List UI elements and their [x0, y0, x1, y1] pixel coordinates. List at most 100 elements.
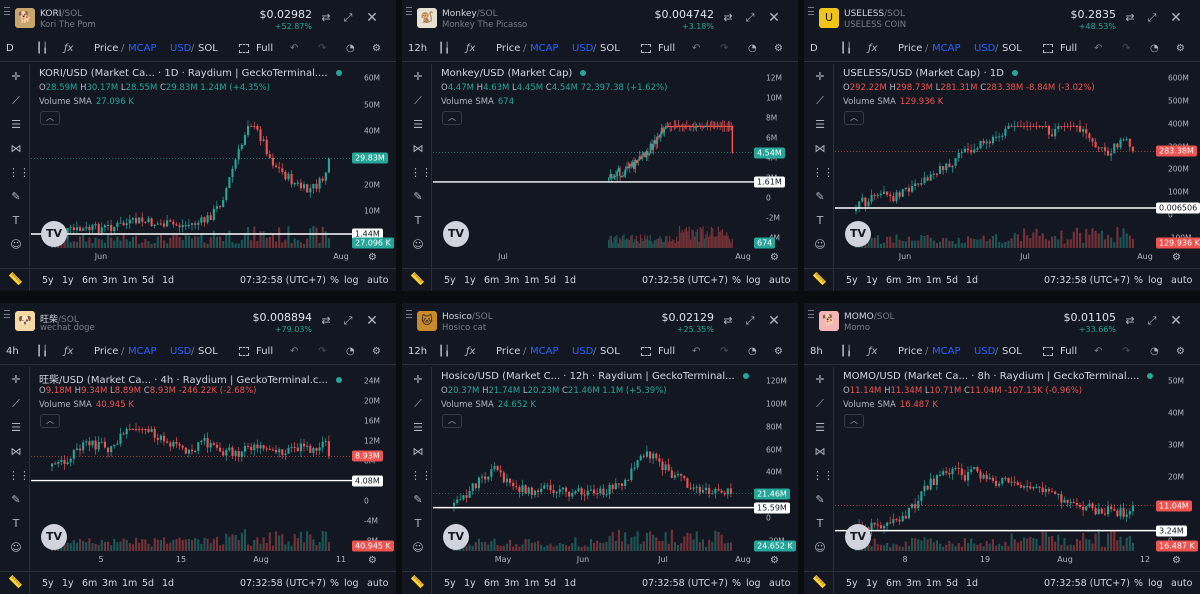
- prediction-icon[interactable]: ⋮⋮: [8, 166, 30, 179]
- maximize-icon[interactable]: ⤢: [1147, 11, 1157, 24]
- text-tool-icon[interactable]: T: [414, 214, 422, 227]
- pattern-icon[interactable]: ⋈: [814, 445, 826, 458]
- trend-line-icon[interactable]: ⟋: [414, 94, 422, 107]
- menu-icon[interactable]: [4, 310, 10, 318]
- price-chart[interactable]: Monkey/USD (Market Cap) O4.47M H4.63M L4…: [433, 64, 766, 254]
- indicators-icon[interactable]: ƒx: [466, 346, 476, 357]
- ruler-icon[interactable]: 📏: [411, 575, 425, 588]
- price-chart[interactable]: USELESS/USD (Market Cap) · 1D O292.22M H…: [835, 64, 1168, 254]
- undo-icon[interactable]: ↶: [692, 43, 701, 54]
- price-chart[interactable]: MOMO/USD (Market Ca... · 8h · Raydium | …: [835, 367, 1168, 557]
- price-toggle[interactable]: Price: [898, 346, 923, 357]
- symbol-label[interactable]: Monkey/SOL: [442, 9, 498, 19]
- collapse-legend-icon[interactable]: ︿: [40, 111, 60, 125]
- tradingview-logo-icon[interactable]: TV: [443, 221, 469, 247]
- timeframe-3m[interactable]: 3m: [504, 578, 520, 589]
- timeframe-1y[interactable]: 1y: [464, 578, 476, 589]
- timeframe-5d[interactable]: 5d: [544, 275, 557, 286]
- timeframe-1y[interactable]: 1y: [464, 275, 476, 286]
- redo-icon[interactable]: ↷: [318, 346, 327, 357]
- axis-settings-icon[interactable]: ⚙: [1172, 252, 1181, 263]
- timeframe-3m[interactable]: 3m: [906, 578, 922, 589]
- fib-retracement-icon[interactable]: ☰: [11, 118, 21, 131]
- measure-icon[interactable]: 📏: [812, 576, 826, 589]
- fib-retracement-icon[interactable]: ☰: [413, 118, 423, 131]
- price-toggle[interactable]: Price: [496, 43, 521, 54]
- undo-icon[interactable]: ↶: [290, 43, 299, 54]
- axis-settings-icon[interactable]: ⚙: [1172, 555, 1181, 566]
- price-axis[interactable]: 120M100M80M60M40M20M0-20M21.46M15.59M24.…: [754, 367, 798, 557]
- timeframe-1m[interactable]: 1m: [524, 275, 540, 286]
- timeframe-5y[interactable]: 5y: [42, 578, 54, 589]
- brush-icon[interactable]: ✎: [413, 190, 423, 203]
- undo-icon[interactable]: ↶: [1094, 43, 1103, 54]
- log-toggle[interactable]: log: [1148, 578, 1163, 589]
- candlestick-icon[interactable]: ┃╽: [438, 346, 451, 357]
- interval-selector[interactable]: 12h: [408, 346, 428, 357]
- brush-icon[interactable]: ✎: [815, 493, 825, 506]
- symbol-label[interactable]: KORI/SOL: [40, 9, 82, 19]
- timeframe-1y[interactable]: 1y: [62, 578, 74, 589]
- candlestick-icon[interactable]: ┃╽: [36, 43, 49, 54]
- volume-indicator[interactable]: Volume SMA 24.652 K: [441, 400, 536, 410]
- fullscreen-icon[interactable]: [239, 347, 249, 356]
- timeframe-3m[interactable]: 3m: [906, 275, 922, 286]
- text-tool-icon[interactable]: T: [12, 214, 20, 227]
- crosshair-icon[interactable]: ✛: [413, 373, 423, 386]
- mcap-toggle[interactable]: MCAP: [932, 43, 961, 54]
- timeframe-5y[interactable]: 5y: [444, 578, 456, 589]
- close-icon[interactable]: ✕: [366, 313, 378, 329]
- timeframe-6m[interactable]: 6m: [82, 578, 98, 589]
- crosshair-icon[interactable]: ✛: [815, 373, 825, 386]
- log-toggle[interactable]: log: [344, 578, 359, 589]
- axis-settings-icon[interactable]: ⚙: [770, 555, 779, 566]
- axis-settings-icon[interactable]: ⚙: [770, 252, 779, 263]
- screenshot-icon[interactable]: ◔: [346, 43, 355, 54]
- screenshot-icon[interactable]: ◔: [1150, 346, 1159, 357]
- volume-indicator[interactable]: Volume SMA 16.487 K: [843, 400, 938, 410]
- pattern-icon[interactable]: ⋈: [10, 445, 22, 458]
- sol-toggle[interactable]: SOL: [600, 346, 620, 357]
- screenshot-icon[interactable]: ◔: [748, 43, 757, 54]
- interval-selector[interactable]: D: [6, 43, 14, 54]
- mcap-toggle[interactable]: MCAP: [530, 346, 559, 357]
- usd-toggle[interactable]: USD: [572, 346, 594, 357]
- collapse-legend-icon[interactable]: ︿: [40, 414, 60, 428]
- measure-icon[interactable]: 📏: [410, 576, 424, 589]
- usd-toggle[interactable]: USD: [170, 43, 192, 54]
- sol-toggle[interactable]: SOL: [198, 346, 218, 357]
- percent-toggle[interactable]: %: [330, 578, 340, 589]
- menu-icon[interactable]: [808, 310, 814, 318]
- candlestick-icon[interactable]: ┃╽: [840, 346, 853, 357]
- tradingview-logo-icon[interactable]: TV: [443, 524, 469, 550]
- indicators-icon[interactable]: ƒx: [868, 346, 878, 357]
- time-axis[interactable]: Jun Aug: [31, 250, 364, 266]
- symbol-label[interactable]: Hosico/SOL: [442, 312, 493, 322]
- indicators-icon[interactable]: ƒx: [466, 43, 476, 54]
- usd-toggle[interactable]: USD: [974, 346, 996, 357]
- timeframe-6m[interactable]: 6m: [886, 275, 902, 286]
- tradingview-logo-icon[interactable]: TV: [41, 221, 67, 247]
- fullscreen-button[interactable]: Full: [658, 43, 676, 54]
- pattern-icon[interactable]: ⋈: [814, 142, 826, 155]
- ruler-icon[interactable]: 📏: [813, 272, 827, 285]
- text-tool-icon[interactable]: T: [816, 517, 824, 530]
- pattern-icon[interactable]: ⋈: [412, 142, 424, 155]
- settings-gear-icon[interactable]: ⚙: [372, 43, 381, 54]
- axis-settings-icon[interactable]: ⚙: [368, 555, 377, 566]
- settings-gear-icon[interactable]: ⚙: [1176, 346, 1185, 357]
- ruler-icon[interactable]: 📏: [9, 272, 23, 285]
- brush-icon[interactable]: ✎: [11, 493, 21, 506]
- collapse-legend-icon[interactable]: ︿: [442, 414, 462, 428]
- timeframe-5y[interactable]: 5y: [42, 275, 54, 286]
- usd-toggle[interactable]: USD: [572, 43, 594, 54]
- swap-icon[interactable]: ⇄: [1125, 314, 1135, 327]
- percent-toggle[interactable]: %: [330, 275, 340, 286]
- fullscreen-icon[interactable]: [1043, 347, 1053, 356]
- timeframe-1d[interactable]: 1d: [966, 275, 979, 286]
- undo-icon[interactable]: ↶: [692, 346, 701, 357]
- usd-toggle[interactable]: USD: [170, 346, 192, 357]
- close-icon[interactable]: ✕: [768, 313, 780, 329]
- timeframe-3m[interactable]: 3m: [102, 275, 118, 286]
- text-tool-icon[interactable]: T: [414, 517, 422, 530]
